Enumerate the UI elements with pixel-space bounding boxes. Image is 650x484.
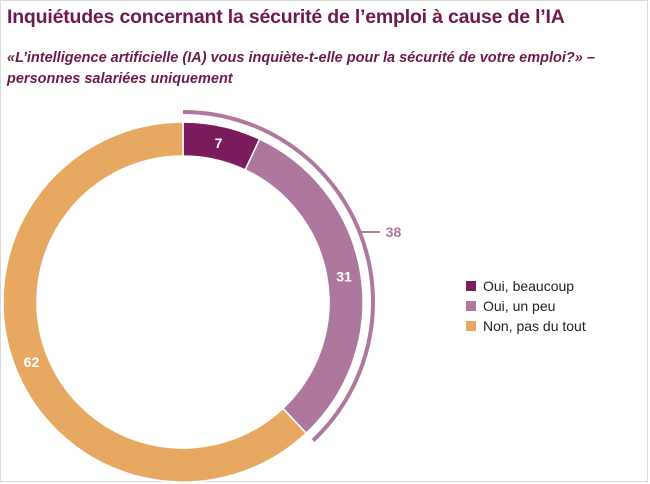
chart-title: Inquiétudes concernant la sécurité de l’… — [7, 6, 565, 28]
slice-non-pas-du-tout — [2, 121, 308, 483]
slice-label-oui-beaucoup: 7 — [215, 135, 223, 151]
legend-swatch — [466, 301, 476, 311]
slice-label-non-pas-du-tout: 62 — [24, 354, 40, 370]
group-bracket: 38 — [182, 110, 402, 442]
legend-label: Oui, beaucoup — [483, 278, 575, 294]
legend-item-oui-beaucoup: Oui, beaucoup — [466, 276, 586, 296]
bracket-total-label: 38 — [386, 224, 402, 240]
legend-item-oui-un-peu: Oui, un peu — [466, 296, 586, 316]
legend-swatch — [466, 321, 476, 331]
legend-swatch — [466, 281, 476, 291]
chart-legend: Oui, beaucoup Oui, un peu Non, pas du tout — [466, 276, 586, 336]
legend-item-non-pas-du-tout: Non, pas du tout — [466, 316, 586, 336]
chart-subtitle: «L’intelligence artificielle (IA) vous i… — [7, 50, 595, 87]
legend-label: Oui, un peu — [483, 298, 556, 314]
slice-oui-un-peu — [244, 138, 364, 435]
donut-slices: 7 31 62 — [2, 121, 364, 483]
slice-label-oui-un-peu: 31 — [336, 269, 352, 285]
legend-label: Non, pas du tout — [483, 318, 586, 334]
